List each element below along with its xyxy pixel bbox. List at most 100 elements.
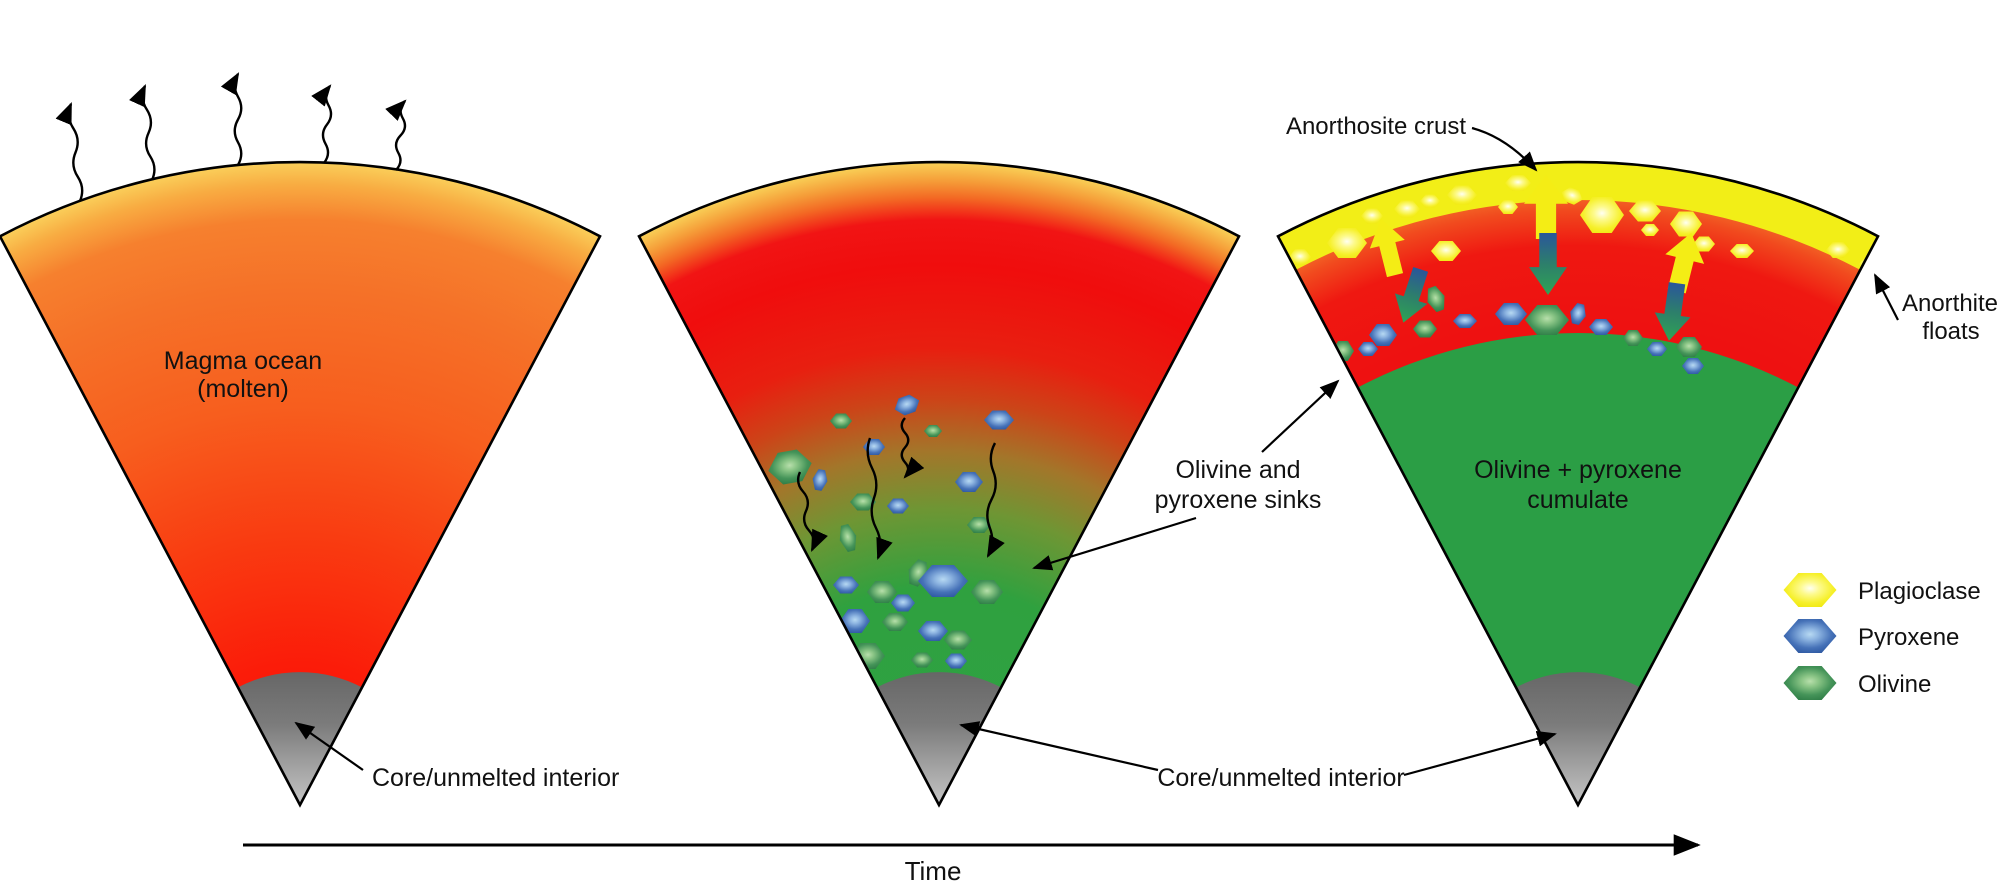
plagioclase-crystal — [1641, 224, 1659, 236]
core-left-label: Core/unmelted interior — [372, 764, 619, 792]
heat-arrow — [385, 99, 407, 171]
pyroxene-crystal — [955, 472, 983, 492]
cumulate-label-line2: cumulate — [1527, 486, 1628, 514]
anorthite-float-arrow — [1524, 175, 1568, 239]
sinking-arrow — [986, 442, 1005, 558]
plagioclase-crystal — [1505, 175, 1531, 191]
olivine-crystal — [867, 581, 897, 603]
pyroxene-crystal — [1647, 342, 1667, 356]
legend-label-pyroxene: Pyroxene — [1858, 624, 1959, 651]
legend: Plagioclase Pyroxene Olivine — [1783, 573, 1981, 700]
pyroxene-crystal — [1682, 358, 1704, 374]
pyroxene-crystal — [1570, 302, 1586, 326]
pyroxene-crystal — [891, 594, 915, 612]
heat-loss-arrows — [55, 72, 407, 202]
olivine-crystal — [1783, 666, 1837, 700]
pyroxene-crystal — [833, 576, 859, 594]
shared-core-annotation: Core/unmelted interior — [959, 721, 1557, 792]
pyroxene-crystal — [840, 609, 870, 633]
plagioclase-crystal — [1289, 249, 1311, 265]
olivine-crystal — [1623, 330, 1643, 346]
plagioclase-crystal — [1561, 187, 1583, 205]
pyroxene-crystal — [1783, 619, 1837, 653]
anorthite-float-arrow — [1369, 218, 1405, 278]
core-right — [1516, 672, 1640, 805]
pyroxene-crystal — [984, 410, 1014, 430]
sink-pointer-arrow-right — [1261, 379, 1340, 453]
anorthite-float-arrow — [1665, 232, 1705, 294]
core-left-pointer-arrow — [294, 721, 364, 771]
magma-ocean-wedge — [0, 162, 600, 806]
pyroxene-crystal — [887, 498, 909, 514]
plagioclase-crystal — [1420, 194, 1440, 208]
olivine-crystal — [882, 613, 908, 631]
shared-core-arrow-left — [959, 721, 1159, 772]
plagioclase-crystal — [1498, 200, 1518, 214]
pyroxene-crystal — [1369, 324, 1397, 346]
pyroxene-crystal — [1358, 342, 1378, 356]
olivine-crystal — [971, 580, 1003, 604]
heat-arrow — [129, 84, 156, 181]
plagioclase-crystal — [1693, 236, 1715, 252]
mineral-sink-arrow — [1394, 266, 1429, 323]
pyroxene-crystal — [918, 621, 948, 641]
settling-wedge-outline — [637, 160, 1241, 808]
olivine-crystal — [967, 517, 991, 533]
olivine-crystal — [944, 630, 972, 650]
olivine-crystal — [1676, 337, 1702, 357]
pyroxene-crystal — [1453, 314, 1477, 328]
settling-wedge — [639, 162, 1239, 806]
anorthosite-pointer-arrow — [1471, 126, 1538, 172]
legend-label-plagioclase: Plagioclase — [1858, 578, 1981, 605]
pyroxene-crystal — [1495, 303, 1527, 325]
plagioclase-crystal — [1361, 208, 1383, 224]
cumulate-label-line1: Olivine + pyroxene — [1474, 456, 1682, 484]
magma-ocean-label-line2: (molten) — [197, 375, 289, 403]
core-middle — [877, 672, 1001, 805]
olivine-crystal — [1413, 320, 1437, 338]
crust-minerals — [1278, 175, 1875, 375]
sinking-arrow — [796, 471, 828, 552]
sink-annotation-line1: Olivine and — [1175, 456, 1300, 484]
sinking-arrow — [866, 437, 893, 561]
pyroxene-crystal — [945, 653, 967, 669]
anorthite-floats-line1: Anorthite — [1902, 290, 1998, 317]
plagioclase-crystal — [1394, 200, 1420, 218]
heat-arrow — [311, 84, 333, 164]
mineral-sink-arrow — [1654, 282, 1691, 341]
sinking-arrow — [900, 417, 925, 479]
plagioclase-crystal — [1783, 573, 1837, 607]
plagioclase-crystal — [1730, 244, 1754, 258]
panel-magma-ocean: Magma ocean (molten) Core/unmelted inter… — [0, 72, 619, 808]
plagioclase-crystal — [1580, 197, 1624, 233]
plagioclase-crystal — [1629, 200, 1661, 222]
olivine-crystal — [850, 493, 876, 511]
time-label: Time — [905, 856, 962, 885]
olivine-crystal — [924, 425, 942, 437]
sink-pointer-arrow-left — [1032, 516, 1197, 571]
sinking-arrows — [796, 417, 1005, 561]
pyroxene-crystal — [918, 565, 968, 597]
pyroxene-crystal — [812, 469, 828, 491]
olivine-crystal — [911, 652, 933, 668]
shared-core-label: Core/unmelted interior — [1157, 764, 1404, 792]
plagioclase-crystal — [1826, 242, 1850, 258]
sink-annotation-line2: pyroxene sinks — [1155, 486, 1322, 514]
time-axis: Time — [243, 834, 1701, 885]
core-left — [238, 672, 362, 805]
pyroxene-crystal — [894, 394, 920, 416]
panel-crystal-settling: Olivine and pyroxene sinks — [637, 160, 1340, 808]
plagioclase-crystal — [1431, 241, 1461, 261]
mineral-sink-arrow — [1529, 233, 1567, 295]
plagioclase-crystal — [1327, 228, 1367, 258]
anorthite-pointer-arrow — [1874, 273, 1899, 321]
magma-ocean-label-line1: Magma ocean — [164, 347, 322, 375]
anorthosite-crust-band — [1278, 162, 1878, 270]
anorthite-floats-line2: floats — [1922, 318, 1979, 345]
legend-label-olivine: Olivine — [1858, 671, 1931, 698]
legend-swatches — [1783, 573, 1837, 700]
cumulate-region — [1357, 332, 1799, 805]
olivine-crystal — [1427, 285, 1445, 313]
